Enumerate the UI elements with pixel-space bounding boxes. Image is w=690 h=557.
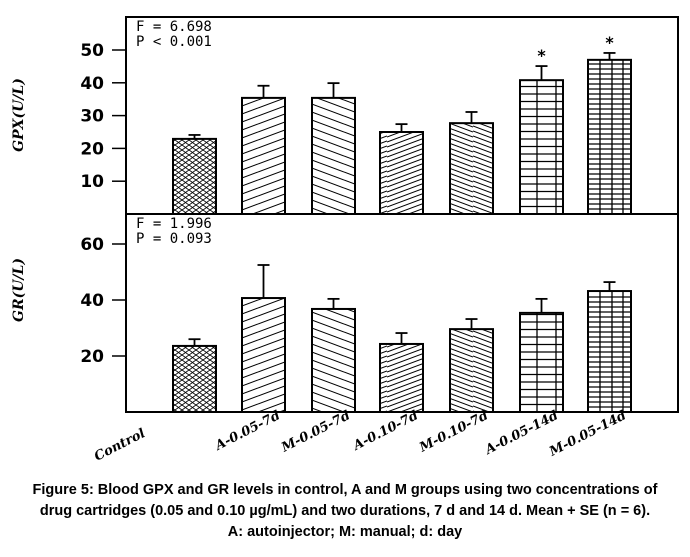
stat-annotation: F = 6.698: [136, 19, 212, 35]
bar: [450, 123, 493, 214]
stat-annotation: P < 0.001: [136, 34, 212, 50]
bar: [173, 345, 216, 412]
bar: [588, 59, 631, 215]
y-axis-label: GR(U/L): [11, 258, 27, 322]
x-category-label: M-0.10-7d: [416, 408, 491, 456]
caption-line-2: drug cartridges (0.05 and 0.10 µg/mL) an…: [39, 503, 651, 519]
bar: [450, 329, 493, 412]
stat-annotation: P = 0.093: [136, 231, 212, 247]
bar-group: [241, 264, 286, 414]
bar-group: [379, 123, 424, 215]
bar-group: [311, 297, 356, 413]
stat-annotation: F = 1.996: [136, 216, 212, 232]
bar-group: [311, 82, 356, 215]
y-tick-label: 20: [80, 347, 104, 367]
bar-group: [172, 134, 217, 215]
y-tick-label: 60: [80, 235, 104, 255]
significance-marker: *: [537, 46, 546, 65]
bar: [312, 97, 355, 214]
bar: [242, 298, 285, 412]
bar-group: *: [519, 46, 564, 216]
y-axis-label: GPX(U/L): [11, 78, 27, 152]
y-tick-label: 50: [80, 41, 104, 61]
bar-group: [241, 84, 286, 215]
y-tick-label: 10: [80, 172, 104, 192]
bar-group: [449, 318, 494, 413]
significance-marker: *: [605, 33, 614, 52]
y-tick-label: 30: [80, 107, 104, 127]
bar-group: [172, 338, 217, 414]
bar: [380, 132, 423, 214]
bar-group: *: [587, 33, 632, 216]
x-category-label: M-0.05-7d: [278, 408, 353, 456]
bar-group: [379, 332, 424, 413]
caption-line-1: Figure 5: Blood GPX and GR levels in con…: [32, 482, 658, 498]
bar-group: [587, 281, 632, 414]
bar-group: [519, 297, 564, 414]
x-category-label: Control: [92, 426, 148, 464]
figure-caption: Figure 5: Blood GPX and GR levels in con…: [0, 480, 690, 543]
bar: [173, 138, 216, 214]
bar: [242, 97, 285, 214]
bar-group: [449, 111, 494, 215]
y-tick-label: 20: [80, 139, 104, 159]
x-category-label: A-0.10-7d: [349, 408, 421, 454]
y-tick-label: 40: [80, 291, 104, 311]
x-category-label: M-0.05-14d: [546, 408, 629, 460]
bar: [380, 343, 423, 412]
bar: [312, 308, 355, 412]
caption-line-3: A: autoinjector; M: manual; d: day: [227, 524, 463, 540]
y-tick-label: 40: [80, 74, 104, 94]
x-category-label: A-0.05-7d: [211, 408, 283, 454]
